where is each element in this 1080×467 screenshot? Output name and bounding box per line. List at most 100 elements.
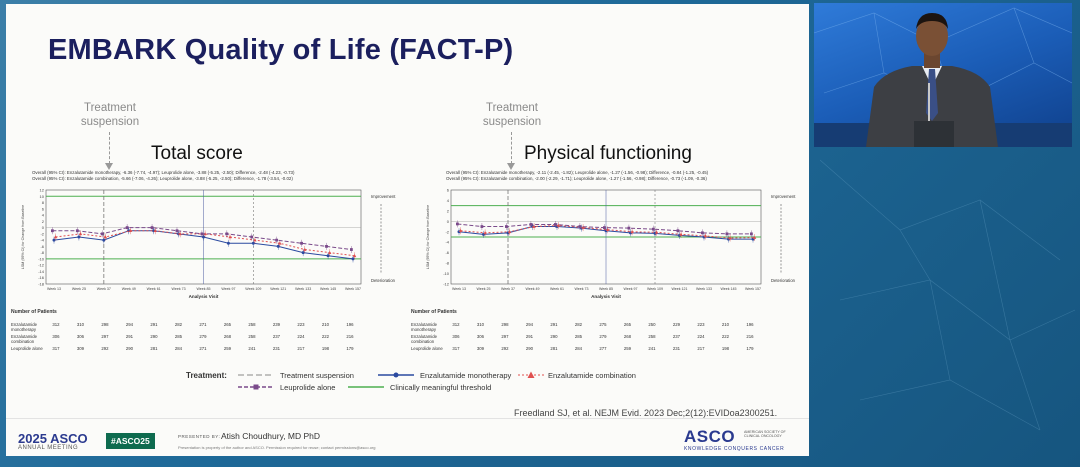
data-point-enzalutamide-combination bbox=[178, 232, 182, 236]
np-cell: 310 bbox=[76, 322, 85, 327]
number-of-patients-table-left: Enzalutamide monotherapy 312 310 298 294 291 2… bbox=[11, 322, 371, 362]
y-tick-label: 8 bbox=[42, 200, 45, 205]
data-point-enzalutamide-monotherapy bbox=[351, 257, 355, 261]
legend: Treatment: Treatment suspension Enzaluta… bbox=[186, 367, 656, 397]
x-tick-label: Week 133 bbox=[295, 287, 311, 291]
np-cell: 224 bbox=[697, 334, 705, 339]
np-cell: 285 bbox=[174, 334, 183, 339]
np-row: Leuprolide alone 317 309 292 290 281 284 271 259… bbox=[11, 346, 371, 357]
x-tick-label: Week 157 bbox=[745, 287, 761, 291]
np-row: Enzalutamide monotherapy 312 310 298 294 291 2… bbox=[11, 322, 371, 333]
np-row-label: Enzalutamide combination bbox=[11, 334, 38, 344]
y-tick-label: -12 bbox=[38, 263, 45, 268]
np-cell: 317 bbox=[452, 346, 460, 351]
data-point-enzalutamide-monotherapy bbox=[102, 238, 106, 242]
y-tick-label: -14 bbox=[38, 269, 45, 274]
y-tick-label: 0 bbox=[42, 225, 45, 230]
data-point-leuprolide-alone bbox=[225, 232, 229, 236]
x-tick-label: Week 85 bbox=[599, 287, 613, 291]
data-point-enzalutamide-combination bbox=[153, 228, 157, 233]
x-tick-label: Week 85 bbox=[196, 287, 210, 291]
np-cell: 291 bbox=[150, 322, 158, 327]
np-cell: 282 bbox=[574, 322, 583, 327]
treatment-suspension-label-left: Treatment suspension bbox=[80, 102, 140, 128]
number-of-patients-title-right: Number of Patients bbox=[411, 309, 457, 315]
np-cell: 306 bbox=[52, 334, 60, 339]
np-cell: 312 bbox=[452, 322, 460, 327]
data-point-enzalutamide-combination bbox=[483, 231, 487, 235]
y-tick-label: 12 bbox=[40, 188, 45, 193]
data-point-enzalutamide-combination bbox=[352, 254, 357, 258]
improvement-label: Improvement bbox=[771, 194, 796, 199]
np-cell: 241 bbox=[648, 346, 656, 351]
x-tick-label: Week 73 bbox=[574, 287, 588, 291]
data-point-leuprolide-alone bbox=[100, 232, 104, 236]
np-row: Enzalutamide combination 306 306 297 291 290 2… bbox=[11, 334, 371, 345]
data-point-leuprolide-alone bbox=[529, 223, 533, 226]
x-tick-label: Week 133 bbox=[696, 287, 712, 291]
np-cell: 291 bbox=[525, 334, 534, 339]
data-point-enzalutamide-combination bbox=[253, 238, 257, 242]
data-point-leuprolide-alone bbox=[750, 232, 753, 236]
np-cell: 250 bbox=[648, 322, 656, 327]
y-tick-label: -8 bbox=[445, 261, 449, 266]
data-point-enzalutamide-combination bbox=[556, 223, 561, 227]
np-cell: 216 bbox=[346, 334, 354, 339]
np-cell: 279 bbox=[599, 334, 607, 339]
np-cell: 196 bbox=[346, 322, 354, 327]
y-tick-label: 0 bbox=[447, 219, 450, 224]
y-axis-label: LSM (95% CI) for Change from Baseline bbox=[426, 205, 430, 269]
y-tick-label: -10 bbox=[38, 256, 45, 261]
presented-by-label: PRESENTED BY: bbox=[178, 434, 221, 439]
np-cell: 237 bbox=[272, 334, 281, 339]
asco-logo: ASCO bbox=[684, 427, 736, 446]
data-point-leuprolide-alone bbox=[200, 232, 204, 236]
data-point-leuprolide-alone bbox=[701, 231, 704, 235]
np-cell: 290 bbox=[125, 346, 134, 351]
y-tick-label: -4 bbox=[40, 238, 44, 243]
legend-suspension: Treatment suspension bbox=[280, 371, 354, 380]
data-point-enzalutamide-monotherapy bbox=[226, 241, 230, 245]
data-point-enzalutamide-monotherapy bbox=[202, 235, 205, 239]
presentation-slide: EMBARK Quality of Life (FACT-P) Treatmen… bbox=[6, 4, 809, 456]
data-point-enzalutamide-combination bbox=[327, 250, 332, 254]
data-point-enzalutamide-combination bbox=[203, 232, 207, 236]
y-tick-label: -6 bbox=[445, 250, 449, 255]
slide-footer: 2025 ASCO ANNUAL MEETING #ASCO25 PRESENT… bbox=[6, 418, 809, 456]
legend-leuprolide: Leuprolide alone bbox=[280, 383, 336, 392]
data-point-enzalutamide-combination bbox=[581, 225, 585, 229]
disclaimer: Presentation is property of the author a… bbox=[178, 445, 376, 450]
overall-stats-right: Overall (95% CI): Enzalutamide monothera… bbox=[446, 170, 709, 181]
x-tick-label: Week 97 bbox=[623, 287, 637, 291]
overall-stats-left: Overall (95% CI): Enzalutamide monothera… bbox=[32, 170, 295, 181]
np-cell: 297 bbox=[501, 334, 509, 339]
np-cell: 179 bbox=[346, 346, 354, 351]
data-point-leuprolide-alone bbox=[150, 226, 154, 229]
np-cell: 294 bbox=[525, 322, 534, 327]
data-point-leuprolide-alone bbox=[652, 227, 655, 231]
legend-title: Treatment: bbox=[186, 371, 227, 380]
annual-meeting-label: ANNUAL MEETING bbox=[18, 445, 79, 451]
data-point-leuprolide-alone bbox=[480, 225, 484, 228]
data-point-enzalutamide-monotherapy bbox=[301, 251, 305, 255]
legend-threshold-swatch bbox=[348, 386, 384, 388]
x-tick-label: Week 37 bbox=[501, 287, 515, 291]
x-tick-label: Week 145 bbox=[320, 287, 336, 291]
y-tick-label: 6 bbox=[447, 188, 450, 193]
np-cell: 306 bbox=[76, 334, 85, 339]
np-cell: 217 bbox=[297, 346, 305, 351]
np-cell: 281 bbox=[550, 346, 558, 351]
x-tick-label: Week 49 bbox=[525, 287, 539, 291]
np-cell: 210 bbox=[321, 322, 330, 327]
np-cell: 292 bbox=[101, 346, 109, 351]
legend-enza-mono-swatch bbox=[378, 372, 414, 378]
np-cell: 290 bbox=[525, 346, 534, 351]
np-row-label: Leuprolide alone bbox=[411, 346, 443, 351]
np-row: Leuprolide alone 317 309 292 290 281 284 277 259… bbox=[411, 346, 771, 357]
np-cell: 292 bbox=[501, 346, 509, 351]
x-tick-label: Week 109 bbox=[245, 287, 261, 291]
data-point-enzalutamide-monotherapy bbox=[326, 254, 330, 258]
np-cell: 306 bbox=[476, 334, 485, 339]
np-cell: 277 bbox=[599, 346, 607, 351]
